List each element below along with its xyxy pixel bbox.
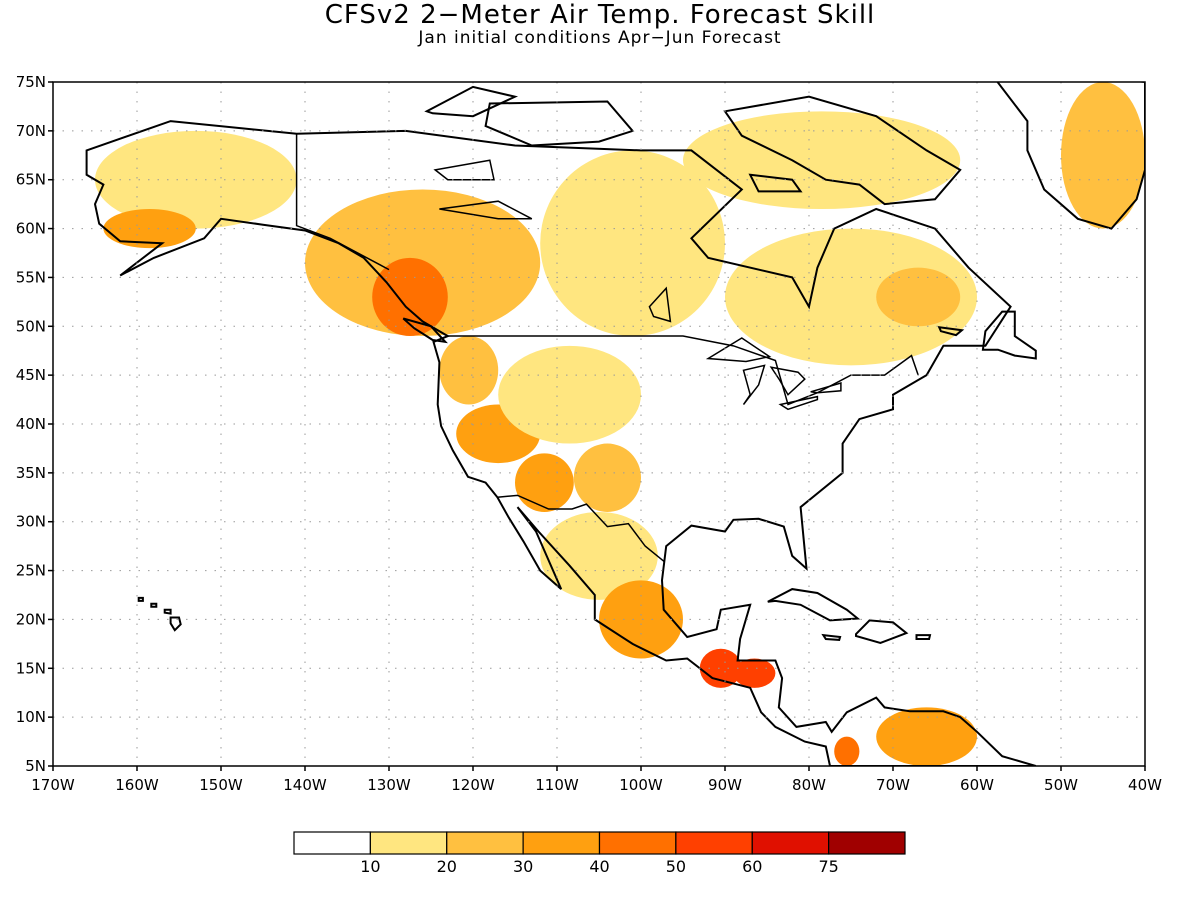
colorbar-label: 30 bbox=[513, 857, 533, 876]
coastline-9 bbox=[821, 633, 842, 641]
lon-tick-label: 130W bbox=[367, 776, 411, 794]
lon-tick-label: 70W bbox=[876, 776, 910, 794]
skill-region-13 bbox=[540, 511, 658, 600]
lat-tick-label: 5N bbox=[25, 757, 46, 775]
coastline-5 bbox=[424, 85, 519, 118]
coastline-11 bbox=[163, 608, 172, 615]
colorbar-swatch bbox=[751, 831, 830, 855]
lake-5 bbox=[648, 286, 672, 323]
coastline-2 bbox=[723, 95, 962, 206]
colorbar-swatch bbox=[598, 831, 677, 855]
map-title: CFSv2 2−Meter Air Temp. Forecast Skill bbox=[324, 0, 876, 30]
coastline-15 bbox=[748, 173, 803, 193]
lake-4 bbox=[810, 382, 842, 394]
lon-tick-label: 120W bbox=[451, 776, 495, 794]
skill-region-15 bbox=[699, 648, 742, 688]
us-canada-border bbox=[447, 335, 919, 406]
lat-tick-label: 40N bbox=[16, 415, 46, 433]
lon-tick-label: 60W bbox=[960, 776, 994, 794]
coastline-4 bbox=[484, 100, 635, 147]
coastline-16 bbox=[937, 326, 965, 337]
colorbar-swatch bbox=[828, 831, 906, 855]
lat-tick-label: 30N bbox=[16, 513, 46, 531]
lat-tick-label: 50N bbox=[16, 317, 46, 335]
lake-1 bbox=[742, 364, 766, 405]
grid-layer bbox=[48, 81, 1146, 771]
us-mexico-border bbox=[497, 494, 665, 563]
skill-region-5 bbox=[725, 228, 977, 366]
lat-tick-label: 75N bbox=[16, 73, 46, 91]
coastline-6 bbox=[767, 588, 861, 622]
lon-tick-label: 80W bbox=[792, 776, 826, 794]
skill-region-14 bbox=[599, 580, 683, 659]
lake-7 bbox=[433, 159, 495, 181]
coastline-14 bbox=[402, 317, 448, 344]
skill-region-7 bbox=[683, 111, 961, 210]
coastline-layer bbox=[85, 82, 1145, 766]
lat-tick-label: 35N bbox=[16, 464, 46, 482]
colorbar-label: 10 bbox=[360, 857, 380, 876]
lake-0 bbox=[705, 337, 772, 363]
lon-tick-label: 40W bbox=[1128, 776, 1162, 794]
colorbar-swatch bbox=[675, 831, 753, 855]
colorbar-label: 20 bbox=[437, 857, 457, 876]
skill-region-10 bbox=[498, 345, 641, 444]
skill-region-19 bbox=[1061, 82, 1145, 229]
latitude-labels: 5N 10N 15N 20N 25N 30N 35N 40N 45N 50N 55N 60N 65N 70… bbox=[16, 73, 46, 775]
lat-tick-label: 15N bbox=[16, 659, 46, 677]
colorbar-swatch bbox=[369, 831, 448, 855]
coastline-0 bbox=[85, 120, 1037, 766]
skill-region-12 bbox=[573, 443, 642, 512]
colorbar-label: 40 bbox=[589, 857, 609, 876]
coastline-3 bbox=[981, 310, 1037, 360]
skill-region-18 bbox=[834, 736, 860, 766]
skill-region-3 bbox=[372, 257, 448, 337]
lon-tick-label: 170W bbox=[31, 776, 75, 794]
lon-tick-label: 100W bbox=[619, 776, 663, 794]
coastline-8 bbox=[915, 634, 932, 640]
map-subtitle: Jan initial conditions Apr−Jun Forecast bbox=[418, 28, 782, 48]
lat-tick-label: 25N bbox=[16, 562, 46, 580]
lon-tick-label: 160W bbox=[115, 776, 159, 794]
colorbar-swatch bbox=[522, 831, 601, 855]
alaska-border bbox=[295, 133, 390, 271]
skill-region-1 bbox=[103, 209, 196, 249]
colorbar-label: 75 bbox=[818, 857, 838, 876]
lake-2 bbox=[769, 366, 806, 396]
skill-region-4 bbox=[540, 150, 725, 337]
longitude-labels: 170W 160W 150W 140W 130W 120W 110W 100W 90W 80W 70… bbox=[31, 776, 1162, 794]
lon-tick-label: 90W bbox=[708, 776, 742, 794]
colorbar-label: 50 bbox=[666, 857, 686, 876]
coastline-12 bbox=[150, 602, 158, 608]
lat-tick-label: 20N bbox=[16, 610, 46, 628]
lake-6 bbox=[439, 200, 533, 220]
colorbar-label: 60 bbox=[742, 857, 762, 876]
lat-tick-label: 65N bbox=[16, 171, 46, 189]
skill-region-16 bbox=[733, 658, 776, 688]
lon-tick-label: 140W bbox=[283, 776, 327, 794]
skill-region-6 bbox=[876, 267, 961, 327]
lon-tick-label: 150W bbox=[199, 776, 243, 794]
lat-tick-label: 10N bbox=[16, 708, 46, 726]
lon-tick-label: 50W bbox=[1044, 776, 1078, 794]
lon-tick-label: 110W bbox=[535, 776, 579, 794]
colorbar: 10 20 30 40 50 60 75 bbox=[293, 831, 906, 876]
skill-fill-layer bbox=[95, 82, 1145, 766]
lat-tick-label: 70N bbox=[16, 122, 46, 140]
lat-tick-label: 45N bbox=[16, 366, 46, 384]
coastline-1 bbox=[996, 82, 1145, 230]
plot-frame bbox=[52, 81, 1146, 767]
coastline-10 bbox=[169, 616, 182, 632]
lat-tick-label: 60N bbox=[16, 220, 46, 238]
skill-region-17 bbox=[876, 707, 977, 766]
colorbar-swatch bbox=[293, 831, 371, 855]
lat-tick-label: 55N bbox=[16, 268, 46, 286]
lake-3 bbox=[778, 395, 819, 411]
skill-region-8 bbox=[439, 336, 499, 405]
coastline-13 bbox=[137, 596, 144, 602]
colorbar-swatch bbox=[446, 831, 524, 855]
coastline-7 bbox=[855, 619, 909, 644]
skill-region-11 bbox=[515, 453, 574, 512]
